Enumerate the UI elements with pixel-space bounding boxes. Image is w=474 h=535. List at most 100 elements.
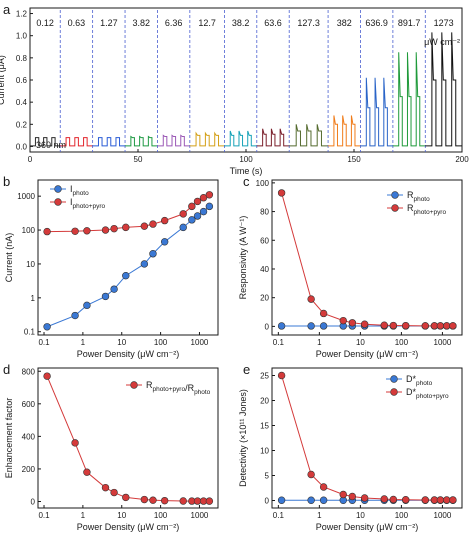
segment-power-label: 3.82 <box>132 18 150 28</box>
y-tick-label: 0.8 <box>16 54 28 63</box>
y-tick-label: 800 <box>22 367 36 376</box>
data-point <box>101 483 110 492</box>
plot-frame <box>271 367 463 509</box>
x-tick-label: 1 <box>81 511 86 520</box>
pulse-trace <box>328 115 361 147</box>
data-point <box>443 496 451 504</box>
data-point <box>307 470 315 479</box>
data-point <box>122 223 130 232</box>
x-tick-label: 1000 <box>191 338 209 347</box>
pulse-trace <box>392 52 426 147</box>
panel-letter: c <box>243 174 250 189</box>
legend-label: Iphoto+pyro <box>70 197 105 210</box>
legend-label: D*photo <box>406 374 433 387</box>
y-tick-label: 80 <box>260 208 269 217</box>
legend-marker <box>54 185 62 193</box>
data-point <box>199 194 208 202</box>
segment-power-label: 6.36 <box>165 18 183 28</box>
x-tick-label: 50 <box>134 155 143 164</box>
x-tick-label: 1 <box>81 338 86 347</box>
data-point <box>71 227 79 235</box>
y-tick-label: 100 <box>256 179 270 188</box>
data-point <box>389 495 398 504</box>
data-point <box>71 439 79 447</box>
data-point <box>110 488 118 497</box>
legend-marker <box>391 191 399 199</box>
y-tick-label: 0.2 <box>16 120 28 129</box>
x-tick-label: 1 <box>317 511 322 520</box>
x-tick-label: 100 <box>395 511 409 520</box>
panel-e: 0.1 1 10 100 1000 0 5 10 15 20 25 Power Density (μW… <box>238 362 463 532</box>
panel-letter: b <box>3 174 10 189</box>
pulse-trace <box>92 137 126 147</box>
data-point <box>380 495 388 503</box>
y-axis-label: Current (nA) <box>4 233 14 283</box>
data-point <box>188 216 196 224</box>
segment-power-label: 127.3 <box>297 18 320 28</box>
data-point <box>43 323 51 331</box>
x-tick-label: 0 <box>28 155 33 164</box>
x-tick-label: 0.1 <box>38 511 50 520</box>
pulse-trace <box>224 130 257 147</box>
pulse-trace <box>425 32 462 147</box>
data-point <box>307 295 315 303</box>
data-point <box>83 227 91 235</box>
data-point <box>43 372 51 380</box>
legend-marker <box>390 375 398 383</box>
x-axis-label: Power Density (μW cm⁻²) <box>77 522 179 532</box>
y-tick-label: 1.0 <box>16 32 28 41</box>
y-axis-label: Detectivity (×10¹¹ Jones) <box>238 389 248 487</box>
data-point <box>319 496 328 504</box>
legend-label: Rphoto+pyro/Rphoto <box>146 380 211 396</box>
data-point <box>160 238 169 246</box>
x-tick-label: 10 <box>356 338 365 347</box>
x-tick-label: 0.1 <box>38 338 50 347</box>
data-point <box>319 322 328 330</box>
panel-a: 0 50 100 150 200 0.0 0.2 0.4 0.6 0.8 1.0 1.2 Time (s… <box>0 2 469 176</box>
data-point <box>360 494 369 502</box>
data-point <box>277 371 286 380</box>
y-tick-label: 10 <box>26 260 35 269</box>
x-tick-label: 0.1 <box>273 338 285 347</box>
pulse-trace <box>157 134 190 147</box>
panel-b: 0.1 1 10 100 1000 0.1 1 10 100 1000 Power Density … <box>3 174 219 359</box>
y-tick-label: 0 <box>265 497 270 506</box>
data-point <box>205 191 214 199</box>
data-point <box>307 322 315 330</box>
data-point <box>179 223 187 232</box>
data-point <box>160 216 169 225</box>
pulse-trace <box>30 137 61 147</box>
data-point <box>449 496 457 504</box>
data-point <box>348 492 357 501</box>
segment-power-label: 0.63 <box>68 18 86 28</box>
data-point <box>319 309 328 318</box>
y-tick-label: 40 <box>260 265 269 274</box>
x-tick-label: 100 <box>239 155 253 164</box>
data-point <box>436 496 445 504</box>
data-point <box>360 320 369 328</box>
y-tick-label: 0 <box>31 497 36 506</box>
data-point <box>402 321 410 330</box>
data-point <box>43 227 51 236</box>
y-tick-label: 0.4 <box>16 98 28 107</box>
data-point <box>421 322 429 330</box>
pulse-trace <box>60 137 93 147</box>
data-point <box>389 321 398 330</box>
data-point <box>140 495 149 504</box>
data-point <box>193 212 202 220</box>
data-point <box>160 496 169 505</box>
data-point <box>339 490 347 499</box>
data-point <box>205 202 214 211</box>
data-point <box>110 285 118 293</box>
data-point <box>348 319 357 327</box>
data-point <box>101 226 110 234</box>
data-point <box>205 497 214 505</box>
pulse-trace <box>189 131 225 147</box>
y-axis-label: Responsivity (A W⁻¹) <box>238 216 248 300</box>
legend-label: Rphoto+pyro <box>407 203 446 216</box>
x-tick-label: 100 <box>154 338 168 347</box>
y-tick-label: 5 <box>265 472 270 481</box>
x-tick-label: 1 <box>317 338 322 347</box>
x-tick-label: 100 <box>395 338 409 347</box>
